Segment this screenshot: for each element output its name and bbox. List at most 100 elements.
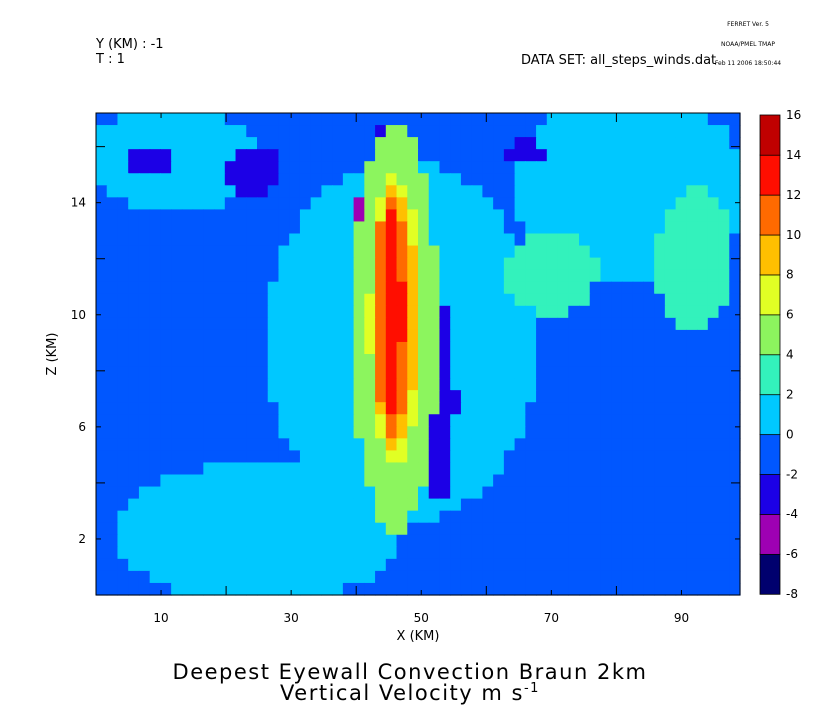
heatmap-cell <box>289 269 301 283</box>
heatmap-cell <box>138 450 151 464</box>
heatmap-cell <box>428 546 441 560</box>
heatmap-cell <box>321 185 333 198</box>
heatmap-cell <box>278 221 290 235</box>
heatmap-cell <box>96 137 108 150</box>
heatmap-cell <box>579 582 591 596</box>
heatmap-cell <box>128 257 140 271</box>
heatmap-cell <box>557 245 569 259</box>
heatmap-cell <box>364 161 376 174</box>
heatmap-cell <box>321 438 333 451</box>
heatmap-cell <box>321 570 333 584</box>
heatmap-cell <box>353 498 365 512</box>
heatmap-cell <box>364 426 376 439</box>
heatmap-cell <box>353 402 365 415</box>
heatmap-cell <box>686 161 698 174</box>
heatmap-cell <box>257 486 269 500</box>
heatmap-cell <box>536 450 548 464</box>
heatmap-cell <box>686 534 698 548</box>
heatmap-cell <box>278 462 290 476</box>
heatmap-cell <box>235 522 247 536</box>
heatmap-cell <box>138 125 151 138</box>
colorbar-label: -6 <box>786 547 798 561</box>
heatmap-cell <box>214 221 226 235</box>
heatmap-cell <box>697 293 709 307</box>
heatmap-cell <box>203 317 215 331</box>
heatmap-cell <box>235 161 247 174</box>
heatmap-cell <box>729 233 741 247</box>
colorbar-swatch <box>759 513 781 555</box>
heatmap-cell <box>138 269 151 283</box>
heatmap-cell <box>697 341 709 355</box>
heatmap-cell <box>621 293 634 307</box>
heatmap-cell <box>729 582 741 596</box>
heatmap-cell <box>707 341 720 355</box>
heatmap-cell <box>664 558 677 572</box>
heatmap-cell <box>589 293 602 307</box>
heatmap-cell <box>621 221 634 235</box>
heatmap-cell <box>342 317 355 331</box>
heatmap-cell <box>686 269 698 283</box>
heatmap-cell <box>460 570 473 584</box>
heatmap-cell <box>257 245 269 259</box>
heatmap-cell <box>364 113 376 126</box>
heatmap-cell <box>396 366 408 379</box>
heatmap-cell <box>621 474 634 488</box>
heatmap-cell <box>450 558 462 572</box>
heatmap-cell <box>471 185 483 198</box>
heatmap-cell <box>568 197 580 210</box>
heatmap-cell <box>718 269 730 283</box>
heatmap-cell <box>697 582 709 596</box>
heatmap-cell <box>246 402 258 415</box>
heatmap-cell <box>439 438 451 451</box>
heatmap-cell <box>729 197 741 210</box>
heatmap-cell <box>257 125 269 138</box>
heatmap-cell <box>353 558 365 572</box>
x-tick-label: 10 <box>153 611 168 625</box>
heatmap-cell <box>536 269 548 283</box>
heatmap-cell <box>214 161 226 174</box>
heatmap-cell <box>106 438 119 451</box>
heatmap-cell <box>224 209 237 223</box>
heatmap-cell <box>471 305 483 319</box>
heatmap-cell <box>192 438 204 451</box>
heatmap-cell <box>536 354 548 367</box>
heatmap-cell <box>557 462 569 476</box>
heatmap-cell <box>632 582 644 596</box>
heatmap-cell <box>332 390 344 403</box>
heatmap-cell <box>246 450 258 464</box>
heatmap-cell <box>385 269 398 283</box>
heatmap-cell <box>128 486 140 500</box>
heatmap-cell <box>332 257 344 271</box>
heatmap-cell <box>364 317 376 331</box>
heatmap-cell <box>664 245 677 259</box>
heatmap-cell <box>396 462 408 476</box>
heatmap-cell <box>439 378 451 391</box>
heatmap-cell <box>514 281 526 295</box>
heatmap-cell <box>364 173 376 186</box>
x-tick-label: 50 <box>414 611 429 625</box>
heatmap-cell <box>707 257 720 271</box>
heatmap-cell <box>611 558 623 572</box>
heatmap-cell <box>224 534 237 548</box>
heatmap-cell <box>482 546 494 560</box>
heatmap-cell <box>235 366 247 379</box>
heatmap-cell <box>407 245 419 259</box>
heatmap-cell <box>600 329 612 343</box>
heatmap-cell <box>278 390 290 403</box>
heatmap-cell <box>267 402 280 415</box>
heatmap-cell <box>600 354 612 367</box>
heatmap-cell <box>171 281 183 295</box>
heatmap-cell <box>686 329 698 343</box>
heatmap-cell <box>117 137 129 150</box>
heatmap-cell <box>321 113 333 126</box>
heatmap-cell <box>321 245 333 259</box>
heatmap-cell <box>278 354 290 367</box>
heatmap-cell <box>439 137 451 150</box>
heatmap-cell <box>332 113 344 126</box>
heatmap-cell <box>407 173 419 186</box>
heatmap-cell <box>149 414 161 427</box>
heatmap-cell <box>643 173 655 186</box>
heatmap-cell <box>106 197 119 210</box>
heatmap-cell <box>460 546 473 560</box>
